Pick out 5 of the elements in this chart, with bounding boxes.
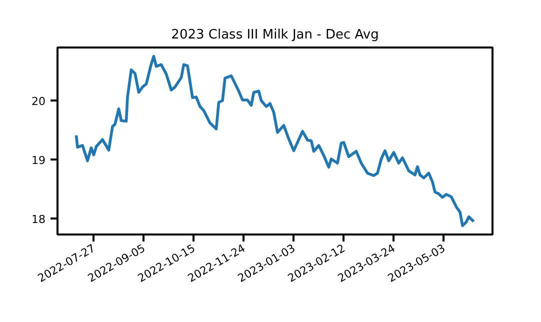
- y-tick-label: 19: [32, 154, 46, 168]
- y-tick-label: 20: [32, 95, 46, 108]
- line-series: [74, 54, 476, 228]
- chart-title: 2023 Class III Milk Jan - Dec Avg: [171, 28, 379, 42]
- y-tick-label: 18: [32, 213, 46, 226]
